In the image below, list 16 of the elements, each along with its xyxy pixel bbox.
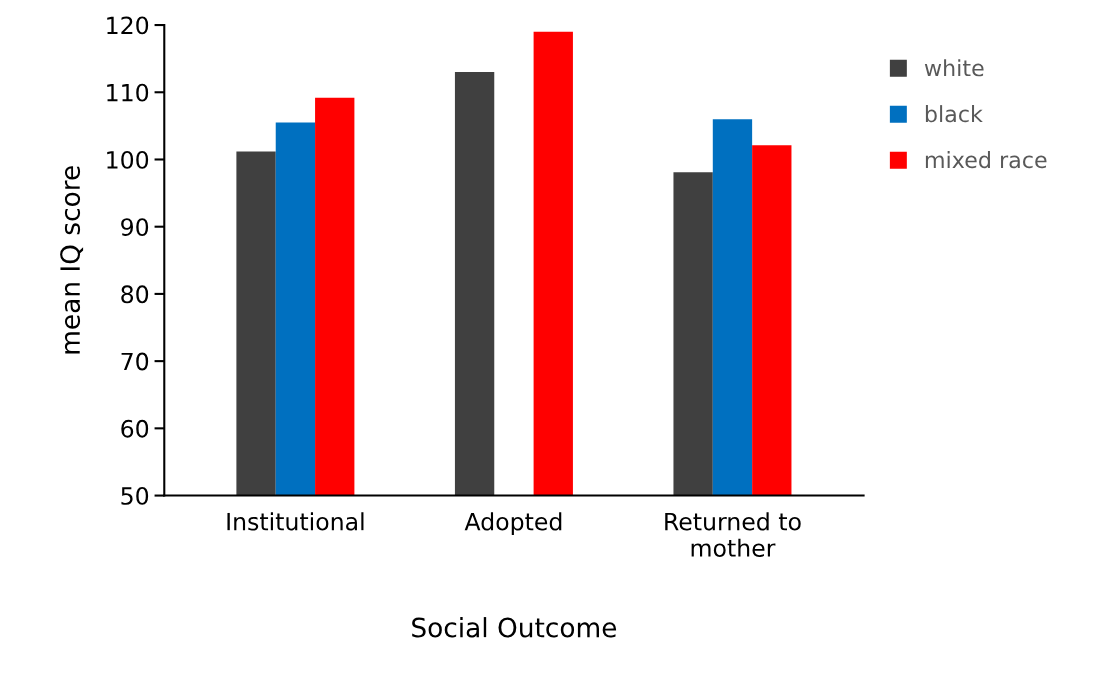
y-tick-label: 50 <box>121 487 149 505</box>
y-tick-label: 100 <box>107 150 149 169</box>
y-tick-label: 110 <box>107 83 149 102</box>
y-tick-label: 90 <box>121 218 149 236</box>
legend-label: white <box>924 59 984 77</box>
x-axis-title: Social Outcome <box>412 617 617 638</box>
legend-label: black <box>925 105 983 123</box>
y-tick-label: 120 <box>107 16 149 35</box>
y-axis-title: mean IQ score <box>60 166 84 354</box>
y-tick-label: 60 <box>121 419 149 438</box>
y-tick-label: 80 <box>121 285 149 304</box>
x-tick-label: Returned to mother <box>665 512 801 557</box>
legend-label: mixed race <box>925 151 1047 169</box>
y-tick-label: 70 <box>121 352 149 371</box>
x-tick-label: Adopted <box>464 512 562 536</box>
x-tick-label: Institutional <box>227 512 364 531</box>
